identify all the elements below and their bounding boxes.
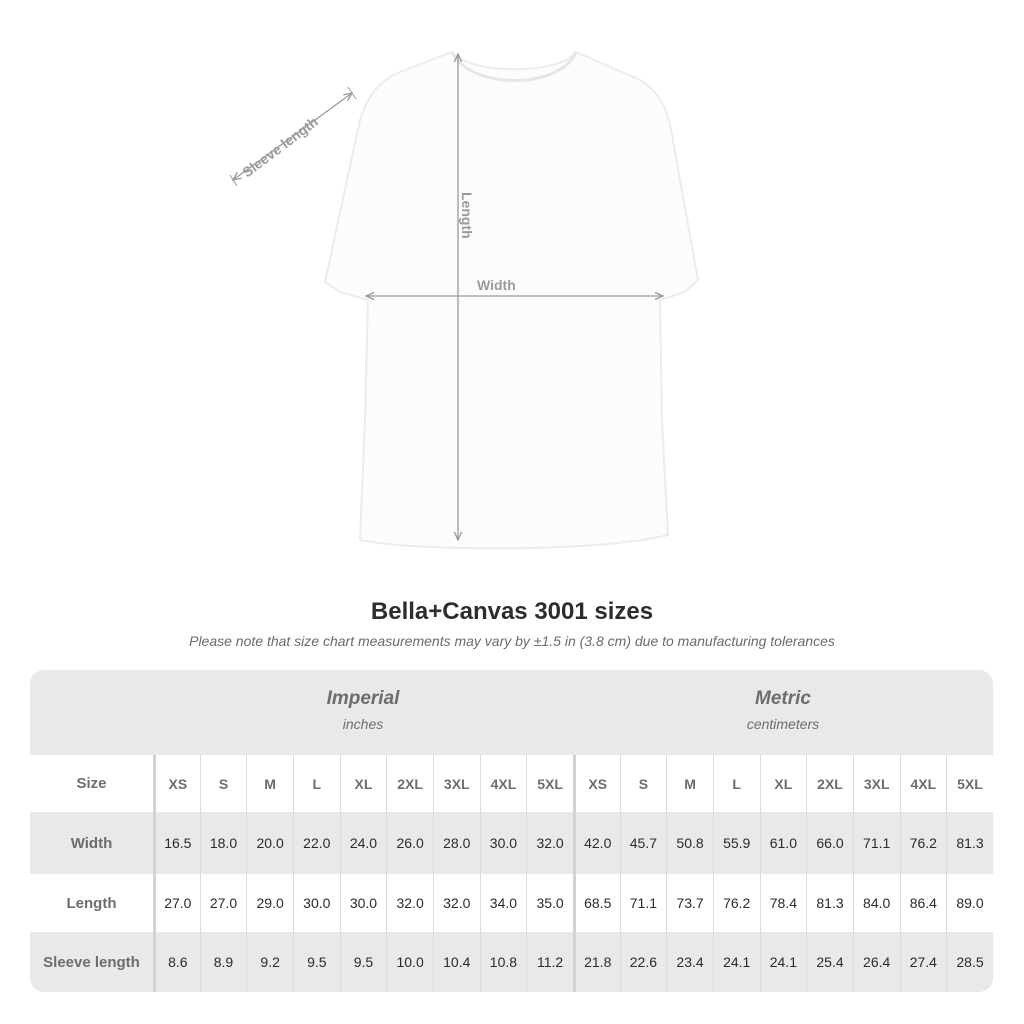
imperial-value-cell: 27.0 — [199, 874, 247, 932]
size-header-cell: 4XL — [899, 755, 947, 812]
size-header-cell: S — [619, 755, 667, 812]
metric-value-cell: 71.1 — [852, 812, 900, 874]
group-unit: centimeters — [746, 716, 820, 732]
tolerance-note: Please note that size chart measurements… — [189, 633, 835, 649]
imperial-value-cell: 35.0 — [526, 874, 573, 932]
imperial-value-cell: 34.0 — [479, 874, 527, 932]
imperial-value-cell: 28.0 — [432, 812, 480, 874]
imperial-value-cell: 10.0 — [386, 932, 433, 992]
imperial-value-cell: 16.5 — [153, 812, 200, 874]
size-header-cell: XL — [759, 755, 807, 812]
page-title: Bella+Canvas 3001 sizes — [370, 598, 654, 625]
metric-value-cell: 55.9 — [712, 812, 760, 874]
metric-value-cell: 81.3 — [806, 874, 853, 932]
imperial-value-cell: 32.0 — [432, 874, 480, 932]
metric-value-cell: 23.4 — [666, 932, 713, 992]
tshirt-illustration — [323, 50, 700, 550]
size-table: Imperial inches Metric centimeters Size X… — [30, 670, 993, 992]
row-label: Width — [70, 834, 113, 852]
group-unit: inches — [342, 716, 384, 732]
imperial-value-cell: 18.0 — [199, 812, 247, 874]
metric-value-cell: 68.5 — [572, 874, 620, 932]
metric-value-cell: 42.0 — [572, 812, 620, 874]
size-header-cell: 3XL — [852, 755, 900, 812]
imperial-value-cell: 20.0 — [246, 812, 293, 874]
size-header-cell: XS — [153, 755, 200, 812]
metric-value-cell: 76.2 — [712, 874, 760, 932]
imperial-value-cell: 32.0 — [386, 874, 433, 932]
table-row: Sleeve length 8.6 8.9 9.2 9.5 9.5 10.0 10.4 10.8… — [30, 932, 993, 992]
metric-value-cell: 89.0 — [946, 874, 993, 932]
imperial-value-cell: 10.4 — [432, 932, 480, 992]
metric-value-cell: 27.4 — [899, 932, 947, 992]
table-row: Width 16.5 18.0 20.0 22.0 24.0 26.0 28.0 30.0 32.… — [30, 812, 993, 874]
size-header-cell: 3XL — [432, 755, 480, 812]
metric-value-cell: 71.1 — [619, 874, 667, 932]
imperial-value-cell: 8.9 — [199, 932, 247, 992]
metric-value-cell: 45.7 — [619, 812, 667, 874]
metric-value-cell: 81.3 — [946, 812, 993, 874]
imperial-value-cell: 9.2 — [246, 932, 293, 992]
table-row: Length 27.0 27.0 29.0 30.0 30.0 32.0 32.0 34.0 35… — [30, 874, 993, 932]
metric-value-cell: 73.7 — [666, 874, 713, 932]
imperial-value-cell: 27.0 — [153, 874, 200, 932]
metric-value-cell: 24.1 — [712, 932, 760, 992]
size-header-cell: 5XL — [946, 755, 993, 812]
size-header-cell: 2XL — [386, 755, 433, 812]
size-header-cell: XL — [339, 755, 387, 812]
size-header-cell: 2XL — [806, 755, 853, 812]
metric-value-cell: 21.8 — [572, 932, 620, 992]
sleeve-length-arrow — [233, 93, 352, 180]
metric-value-cell: 66.0 — [806, 812, 853, 874]
metric-value-cell: 24.1 — [759, 932, 807, 992]
imperial-value-cell: 10.8 — [479, 932, 527, 992]
imperial-value-cell: 11.2 — [526, 932, 573, 992]
size-header-cell: M — [246, 755, 293, 812]
size-header-cell: S — [199, 755, 247, 812]
length-label: Length — [459, 192, 475, 239]
metric-group: Metric centimeters — [573, 688, 993, 732]
size-header-cell: XS — [572, 755, 620, 812]
size-header-cell: 4XL — [479, 755, 527, 812]
table-header: Imperial inches Metric centimeters — [30, 670, 993, 755]
width-label: Width — [477, 277, 516, 293]
metric-value-cell: 76.2 — [899, 812, 947, 874]
metric-value-cell: 61.0 — [759, 812, 807, 874]
imperial-value-cell: 9.5 — [339, 932, 387, 992]
metric-value-cell: 22.6 — [619, 932, 667, 992]
size-header-row: Size XS S M L XL 2XL 3XL 4XL 5XL XS S M L XL 2XL 3XL 4XL 5… — [30, 755, 993, 812]
row-label: Size — [76, 775, 107, 792]
imperial-value-cell: 32.0 — [526, 812, 573, 874]
metric-value-cell: 86.4 — [899, 874, 947, 932]
imperial-value-cell: 8.6 — [153, 932, 200, 992]
size-header-cell: M — [666, 755, 713, 812]
group-name: Metric — [755, 688, 811, 709]
size-header-cell: L — [292, 755, 340, 812]
imperial-value-cell: 24.0 — [339, 812, 387, 874]
imperial-value-cell: 30.0 — [339, 874, 387, 932]
metric-value-cell: 28.5 — [946, 932, 993, 992]
imperial-value-cell: 30.0 — [479, 812, 527, 874]
metric-value-cell: 84.0 — [852, 874, 900, 932]
metric-value-cell: 50.8 — [666, 812, 713, 874]
imperial-value-cell: 29.0 — [246, 874, 293, 932]
imperial-value-cell: 9.5 — [292, 932, 340, 992]
size-header-cell: 5XL — [526, 755, 573, 812]
metric-value-cell: 25.4 — [806, 932, 853, 992]
imperial-group: Imperial inches — [153, 688, 573, 732]
sleeve-length-label: Sleeve length — [239, 113, 321, 180]
imperial-value-cell: 22.0 — [292, 812, 340, 874]
metric-value-cell: 26.4 — [852, 932, 900, 992]
imperial-value-cell: 26.0 — [386, 812, 433, 874]
size-header-cell: L — [712, 755, 760, 812]
tshirt-diagram: Sleeve length Length Width — [229, 50, 700, 550]
imperial-value-cell: 30.0 — [292, 874, 340, 932]
row-label: Sleeve length — [43, 953, 140, 971]
group-name: Imperial — [326, 688, 400, 709]
metric-value-cell: 78.4 — [759, 874, 807, 932]
row-label: Length — [66, 894, 117, 912]
